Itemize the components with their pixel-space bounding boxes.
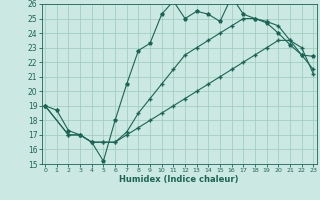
X-axis label: Humidex (Indice chaleur): Humidex (Indice chaleur) (119, 175, 239, 184)
